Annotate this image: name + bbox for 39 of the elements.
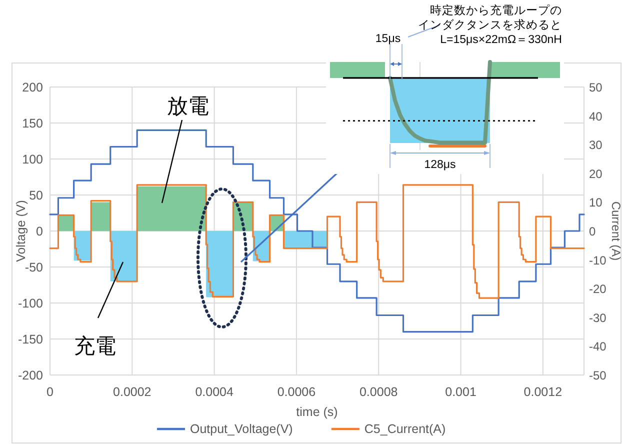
y2-tick-label: 50 — [589, 80, 603, 94]
text: インダクタンスを求めると — [418, 18, 562, 32]
y2-tick-label: 40 — [589, 109, 603, 124]
annotation: 放電 — [167, 95, 209, 118]
x-tick-label: 0.0006 — [277, 385, 316, 399]
y2-tick-label: -10 — [589, 253, 607, 268]
x-tick-label: 0.001 — [445, 385, 476, 399]
y2-tick-label: -30 — [589, 310, 607, 325]
y2-tick-label: 30 — [589, 138, 603, 152]
y-tick-label: 0 — [36, 224, 44, 238]
annotation: 充電 — [74, 335, 116, 358]
text: 15μs — [375, 33, 401, 45]
y2-tick-label: 20 — [589, 166, 603, 181]
text: 時定数から充電ループの — [430, 3, 562, 17]
y-tick-label: 50 — [29, 188, 44, 202]
x-axis-title: time (s) — [296, 405, 338, 419]
y-tick-label: -50 — [24, 260, 44, 274]
y-axis-title: Voltage (V) — [14, 200, 28, 262]
x-tick-label: 0 — [46, 385, 54, 399]
x-tick-label: 0.0012 — [524, 385, 562, 399]
y2-tick-label: 0 — [589, 224, 596, 238]
y-tick-label: 200 — [22, 80, 44, 94]
annotation: 128μs — [424, 159, 456, 171]
y-tick-label: -200 — [18, 368, 44, 382]
y-tick-label: 150 — [22, 116, 44, 130]
legend-label: C5_Current(A) — [364, 422, 446, 436]
x-tick-label: 0.0008 — [360, 385, 398, 399]
x-tick-label: 0.0002 — [113, 385, 152, 399]
y2-tick-label: 10 — [589, 196, 603, 210]
y2-tick-label: -20 — [589, 282, 607, 296]
y-tick-label: -150 — [18, 332, 44, 346]
y2-axis-title: Current (A) — [609, 201, 622, 261]
legend-label: Output_Voltage(V) — [190, 422, 293, 436]
y-tick-label: -100 — [18, 296, 44, 310]
y-tick-label: 100 — [22, 152, 44, 166]
y2-tick-label: -40 — [589, 340, 607, 354]
x-tick-label: 0.0004 — [195, 385, 234, 399]
text: L=15μs×22mΩ＝330nH — [440, 34, 562, 46]
y2-tick-label: -50 — [589, 368, 607, 382]
